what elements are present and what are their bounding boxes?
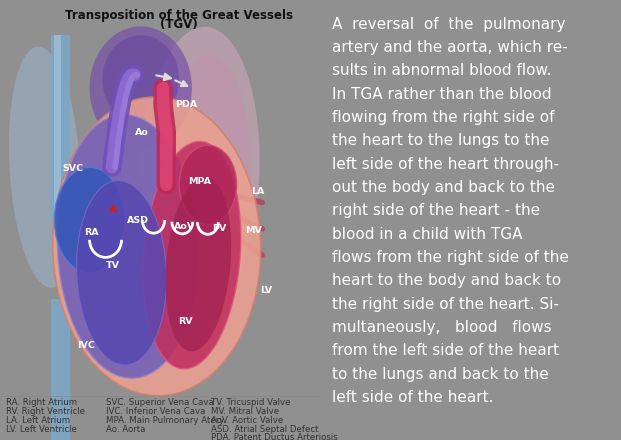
Text: left side of the heart through-: left side of the heart through- xyxy=(332,157,559,172)
Ellipse shape xyxy=(102,35,179,123)
Text: PV: PV xyxy=(212,224,227,233)
Polygon shape xyxy=(51,299,70,440)
Ellipse shape xyxy=(89,26,192,150)
Text: MPA: MPA xyxy=(188,177,212,186)
Ellipse shape xyxy=(143,142,241,369)
Text: PDA: PDA xyxy=(175,100,197,109)
Text: TV: TV xyxy=(106,261,120,270)
Text: SVC: SVC xyxy=(63,164,84,172)
Text: to the lungs and back to the: to the lungs and back to the xyxy=(332,367,548,381)
Text: left side of the heart.: left side of the heart. xyxy=(332,390,493,405)
Text: LV. Left Ventricle: LV. Left Ventricle xyxy=(6,425,77,433)
Text: artery and the aorta, which re-: artery and the aorta, which re- xyxy=(332,40,568,55)
Text: TV. Tricuspid Valve: TV. Tricuspid Valve xyxy=(211,398,291,407)
Text: flows from the right side of the: flows from the right side of the xyxy=(332,250,569,265)
Text: A  reversal  of  the  pulmonary: A reversal of the pulmonary xyxy=(332,17,565,32)
Text: the right side of the heart. Si-: the right side of the heart. Si- xyxy=(332,297,559,312)
Text: blood in a child with TGA: blood in a child with TGA xyxy=(332,227,522,242)
Text: flowing from the right side of: flowing from the right side of xyxy=(332,110,555,125)
Text: sults in abnormal blood flow.: sults in abnormal blood flow. xyxy=(332,63,551,78)
Text: RV: RV xyxy=(178,317,193,326)
Ellipse shape xyxy=(137,27,260,325)
Ellipse shape xyxy=(165,176,231,352)
Text: ASD. Atrial Septal Defect: ASD. Atrial Septal Defect xyxy=(211,425,319,433)
Text: the heart to the lungs to the: the heart to the lungs to the xyxy=(332,133,550,148)
Text: AoV. Aortic Valve: AoV. Aortic Valve xyxy=(211,416,283,425)
Text: Ao: Ao xyxy=(135,128,148,136)
Ellipse shape xyxy=(57,115,199,378)
Text: LV: LV xyxy=(260,286,272,295)
Text: PDA. Patent Ductus Arteriosis: PDA. Patent Ductus Arteriosis xyxy=(211,433,338,440)
Text: MV: MV xyxy=(245,226,262,235)
Text: from the left side of the heart: from the left side of the heart xyxy=(332,343,559,358)
Polygon shape xyxy=(55,35,61,220)
Text: Transposition of the Great Vessels: Transposition of the Great Vessels xyxy=(65,9,293,22)
Text: RA: RA xyxy=(84,228,99,237)
Ellipse shape xyxy=(160,55,250,297)
Text: LA: LA xyxy=(251,187,265,196)
Text: right side of the heart - the: right side of the heart - the xyxy=(332,203,540,218)
Text: heart to the body and back to: heart to the body and back to xyxy=(332,273,561,288)
Text: LA. Left Atrium: LA. Left Atrium xyxy=(6,416,70,425)
Text: IVC: IVC xyxy=(77,341,94,350)
Text: RA. Right Atrium: RA. Right Atrium xyxy=(6,398,78,407)
Text: SVC. Superior Vena Cava: SVC. Superior Vena Cava xyxy=(106,398,214,407)
Text: (TGV): (TGV) xyxy=(160,18,198,31)
Ellipse shape xyxy=(53,97,261,396)
Text: In TGA rather than the blood: In TGA rather than the blood xyxy=(332,87,551,102)
Text: ASD: ASD xyxy=(127,216,149,224)
Text: multaneously,   blood   flows: multaneously, blood flows xyxy=(332,320,551,335)
Text: RV. Right Ventricle: RV. Right Ventricle xyxy=(6,407,85,416)
Text: IVC. Inferior Vena Cava: IVC. Inferior Vena Cava xyxy=(106,407,205,416)
Ellipse shape xyxy=(179,145,237,224)
Text: Ao. Aorta: Ao. Aorta xyxy=(106,425,145,433)
Text: out the body and back to the: out the body and back to the xyxy=(332,180,555,195)
Ellipse shape xyxy=(55,167,125,273)
Text: MPA. Main Pulmonary Atery: MPA. Main Pulmonary Atery xyxy=(106,416,224,425)
Polygon shape xyxy=(51,35,70,220)
Text: AoV: AoV xyxy=(175,222,196,231)
Text: MV. Mitral Valve: MV. Mitral Valve xyxy=(211,407,279,416)
Ellipse shape xyxy=(9,47,81,288)
Ellipse shape xyxy=(76,180,166,365)
